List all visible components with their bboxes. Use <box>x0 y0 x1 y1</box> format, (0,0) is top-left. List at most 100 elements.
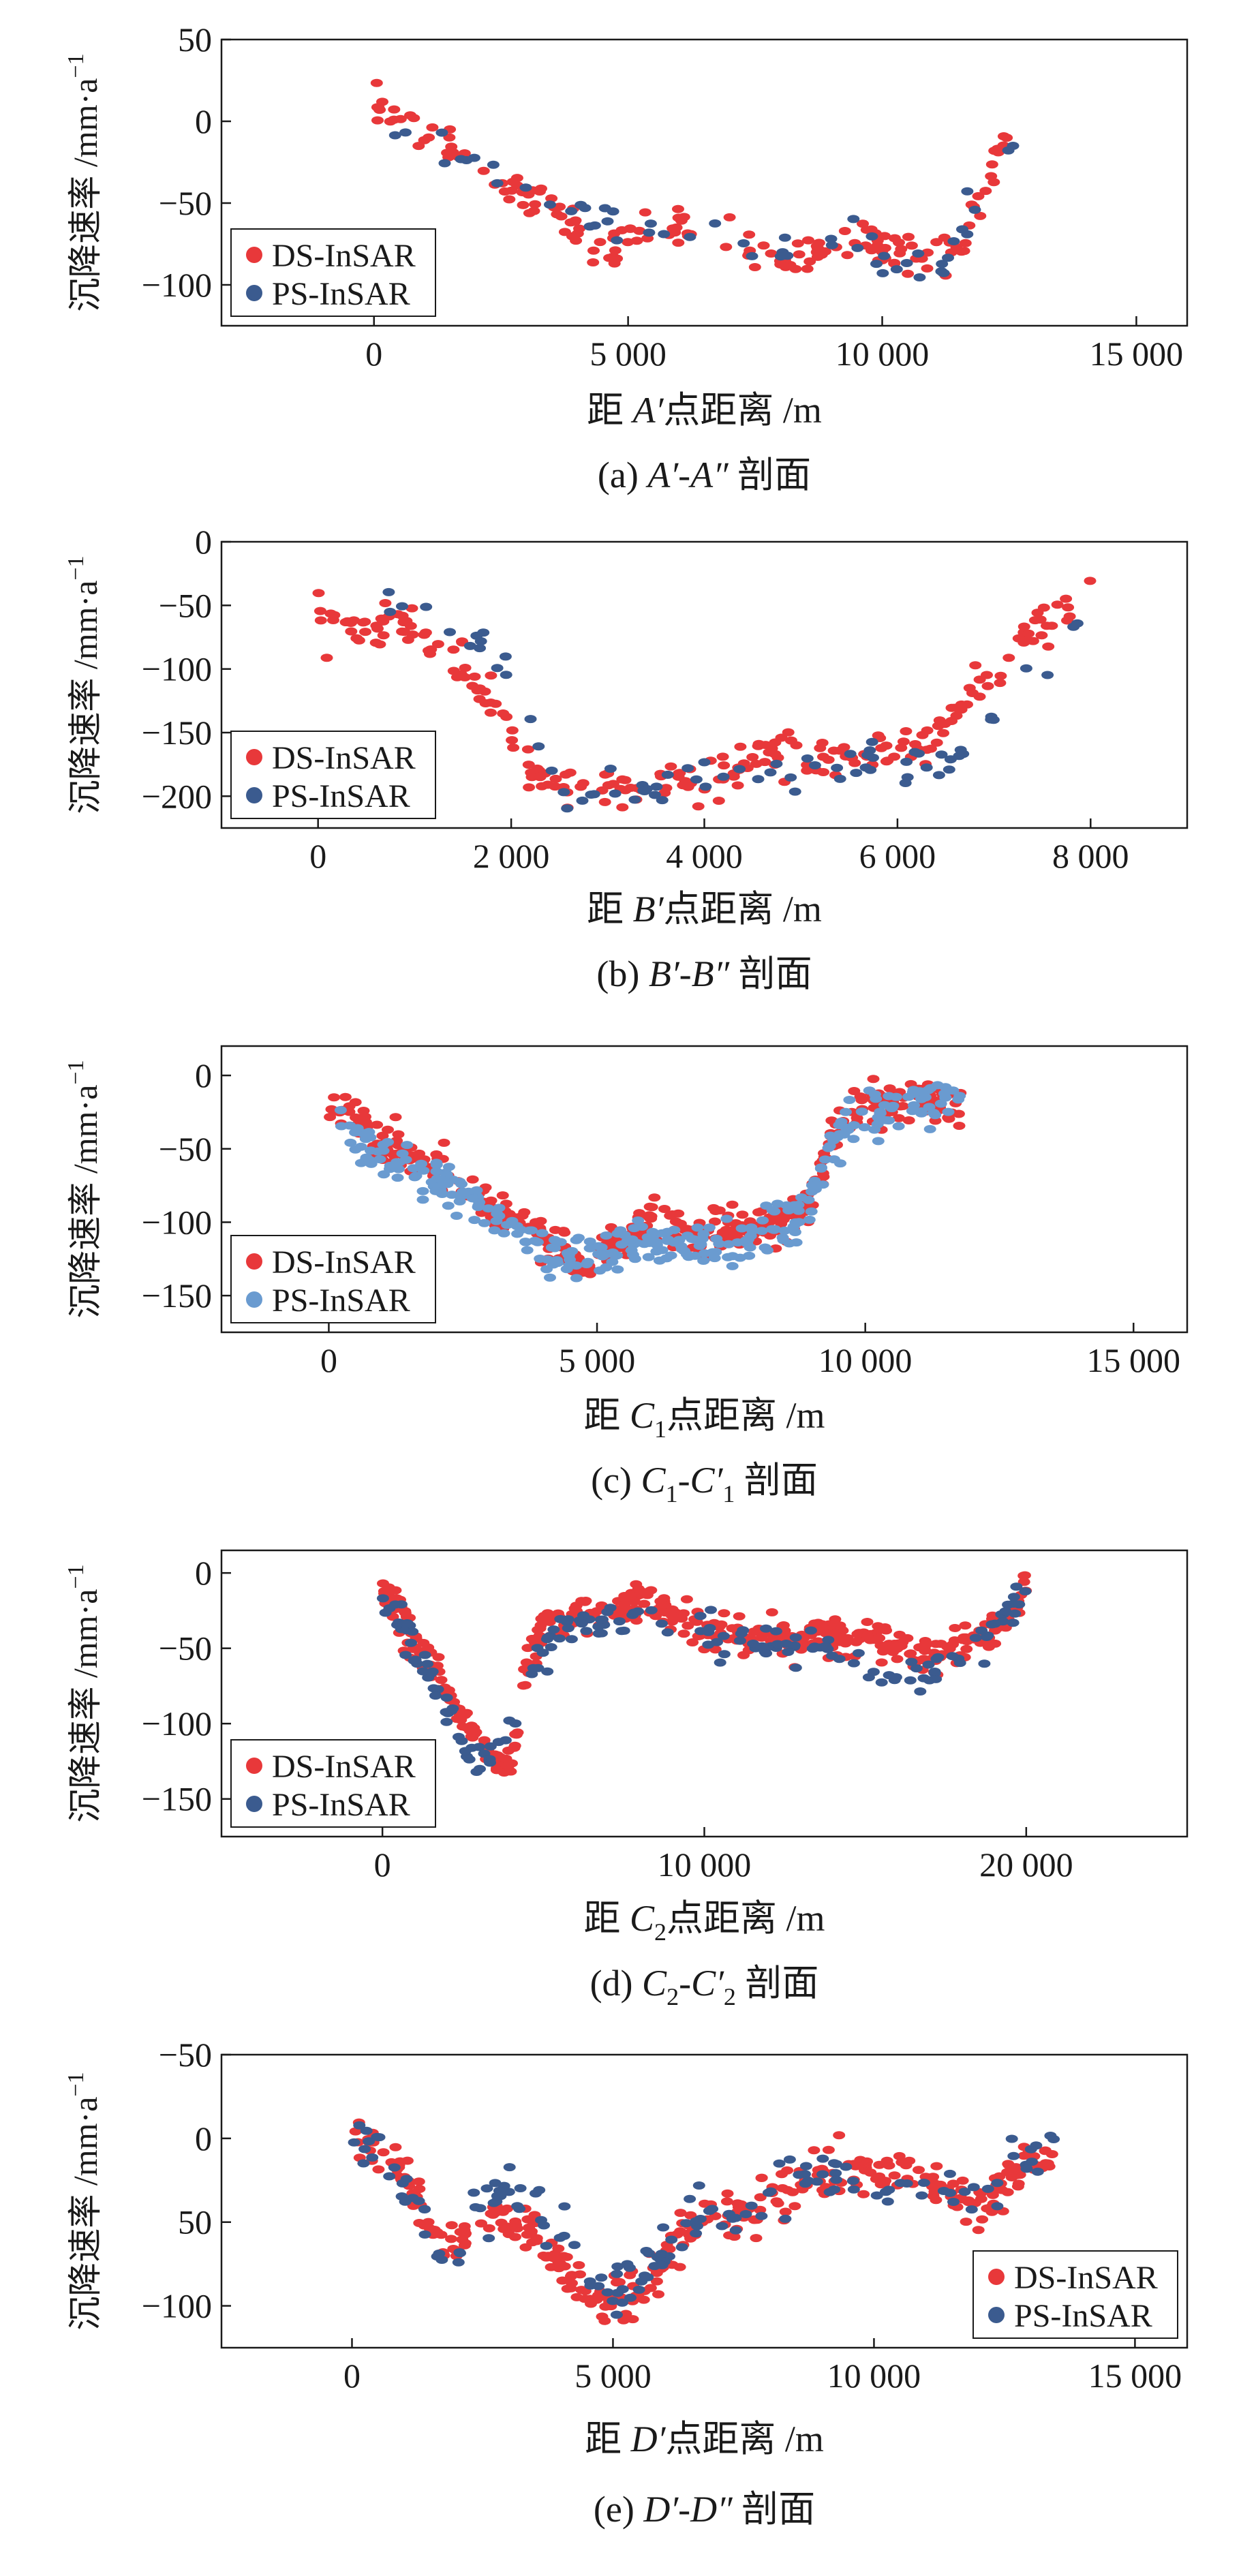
data-point <box>1017 638 1030 647</box>
data-point <box>728 2233 741 2241</box>
data-point <box>575 782 587 791</box>
data-point <box>851 243 864 252</box>
data-point <box>840 2162 853 2171</box>
data-point <box>703 1223 716 1232</box>
legend-box <box>972 2250 1178 2339</box>
data-point <box>829 1629 842 1638</box>
data-point <box>960 1644 973 1653</box>
data-point <box>674 2209 687 2218</box>
data-point <box>1037 603 1050 612</box>
data-point <box>913 273 926 281</box>
data-point <box>655 1619 668 1628</box>
data-point <box>455 155 468 164</box>
data-point <box>905 241 918 250</box>
data-point <box>745 2201 758 2210</box>
data-point <box>584 2281 597 2290</box>
data-point <box>793 2171 806 2179</box>
data-point <box>716 752 729 761</box>
data-point <box>907 1086 920 1094</box>
data-point <box>688 1235 701 1244</box>
x-tick-label: 5 000 <box>589 335 667 373</box>
data-point <box>590 2295 603 2304</box>
data-point <box>484 1742 497 1751</box>
data-point <box>485 671 497 680</box>
data-point <box>763 2188 775 2197</box>
data-point <box>373 2133 386 2142</box>
data-point <box>540 1265 553 1274</box>
data-point <box>594 238 607 247</box>
data-point <box>718 1650 731 1659</box>
data-point <box>1060 594 1073 603</box>
x-tick-label: 0 <box>365 335 382 373</box>
data-point <box>345 627 358 636</box>
data-point <box>720 1214 733 1223</box>
data-point <box>542 1633 554 1642</box>
data-point <box>924 1084 937 1092</box>
data-point <box>699 2199 711 2208</box>
data-point <box>739 1238 752 1246</box>
data-point <box>833 746 846 755</box>
data-point <box>636 1223 648 1231</box>
data-point <box>444 628 456 637</box>
data-point <box>365 1146 377 1155</box>
data-point <box>365 1159 378 1168</box>
data-point <box>848 758 861 767</box>
data-point <box>457 1722 469 1731</box>
data-point <box>892 1114 905 1122</box>
data-point <box>523 2224 535 2233</box>
data-point <box>781 2166 794 2175</box>
y-axis-label: 沉降速率 /mm·a−1 <box>63 53 104 311</box>
data-point <box>548 1257 561 1265</box>
data-point <box>874 1107 887 1116</box>
data-point <box>483 2234 495 2243</box>
data-point <box>833 1621 846 1630</box>
data-point <box>937 2187 950 2195</box>
data-point <box>829 1615 842 1624</box>
data-point <box>663 2245 676 2254</box>
x-tick-label: 20 000 <box>979 1845 1073 1884</box>
data-point <box>961 230 974 239</box>
legend-label: PS-InSAR <box>272 276 410 312</box>
data-point <box>1019 1587 1032 1596</box>
data-point <box>1020 2164 1033 2173</box>
data-point <box>801 754 814 763</box>
data-point <box>769 738 782 747</box>
data-point <box>672 239 685 247</box>
data-point <box>760 1649 773 1658</box>
data-point <box>603 254 616 262</box>
data-point <box>816 2154 829 2163</box>
data-point <box>604 1223 617 1231</box>
data-point <box>734 742 747 751</box>
data-point <box>938 233 951 242</box>
data-point <box>974 211 987 220</box>
data-point <box>564 768 577 777</box>
data-point <box>828 2185 841 2194</box>
data-point <box>502 1746 515 1755</box>
data-point <box>435 1190 448 1198</box>
data-point <box>401 1619 414 1628</box>
data-point <box>888 752 901 761</box>
series-ds-insar <box>370 78 1013 280</box>
data-point <box>598 797 611 806</box>
legend-label: DS-InSAR <box>272 1749 416 1785</box>
y-tick-label: −150 <box>142 1780 212 1818</box>
data-point <box>988 147 1001 155</box>
data-point <box>905 1657 918 1666</box>
data-point <box>752 741 765 750</box>
data-point <box>547 1625 560 1634</box>
data-point <box>572 2260 585 2269</box>
data-point <box>675 215 688 223</box>
data-point <box>601 2288 614 2297</box>
data-point <box>483 2224 495 2233</box>
data-point <box>670 223 683 232</box>
data-point <box>520 1658 533 1667</box>
data-point <box>850 769 863 778</box>
data-point <box>943 1114 955 1123</box>
data-point <box>791 239 804 248</box>
data-point <box>579 204 592 213</box>
data-point <box>1062 603 1075 612</box>
x-tick-label: 2 000 <box>473 837 550 875</box>
data-point <box>782 728 795 737</box>
